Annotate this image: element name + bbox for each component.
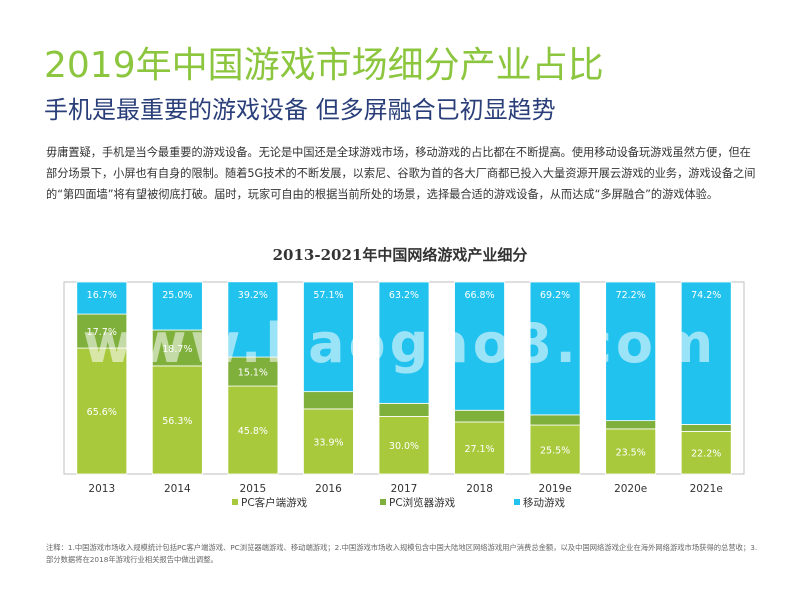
x-tick-label-2014: 2014 [164,483,191,495]
x-tick-label-2016: 2016 [315,483,342,495]
data-label-2-2014: 25.0% [162,290,192,301]
data-label-0-2020e: 23.5% [616,447,646,458]
bar-mobile-2021e [680,281,732,425]
chart-title: 2013-2021年中国网络游戏产业细分 [272,246,528,264]
x-tick-label-2015: 2015 [240,483,267,495]
bar-mobile-2017 [378,281,430,404]
x-tick-label-2021e: 2021e [690,483,723,495]
intro-paragraph: 毋庸置疑，手机是当今最重要的游戏设备。无论是中国还是全球游戏市场，移动游戏的占比… [46,146,756,201]
bar-pc-browser-2014 [151,329,203,367]
legend-swatch-0 [232,499,238,505]
legend-label-0: PC客户端游戏 [241,496,308,509]
bar-mobile-2018 [454,281,505,411]
x-tick-label-2020e: 2020e [614,483,647,495]
x-tick-label-2017: 2017 [391,483,418,495]
bar-pc-browser-2020e [605,420,657,430]
x-tick-label-2019e: 2019e [539,483,572,495]
data-label-2-2016: 57.1% [313,290,343,301]
data-label-2-2017: 63.2% [389,290,419,301]
legend-label-1: PC浏览器游戏 [389,496,456,509]
data-label-0-2016: 33.9% [313,437,343,448]
bar-pc-client-2017 [378,415,430,475]
bar-pc-browser-2015 [227,356,279,387]
bar-mobile-2014 [151,281,203,331]
data-label-0-2021e: 22.2% [691,449,721,460]
bar-mobile-2020e [605,281,657,422]
bar-pc-client-2015 [227,385,279,475]
bar-mobile-2019e [529,281,581,416]
bar-mobile-2015 [227,281,279,358]
data-label-2-2018: 66.8% [464,290,494,301]
page-title: 2019年中国游戏市场细分产业占比 [44,45,604,86]
data-label-0-2019e: 25.5% [540,446,570,457]
data-label-2-2019e: 69.2% [540,290,570,301]
legend-label-2: 移动游戏 [523,496,565,509]
data-label-2-2013: 16.7% [87,290,117,301]
data-label-2-2020e: 72.2% [616,290,646,301]
data-label-0-2015: 45.8% [238,426,268,437]
bar-pc-browser-2017 [378,402,430,417]
bar-mobile-2013 [76,281,128,315]
data-label-0-2017: 30.0% [389,441,419,452]
data-label-2-2015: 39.2% [238,290,268,301]
page-subtitle: 手机是最重要的游戏设备 但多屏融合已初显趋势 [44,96,556,124]
data-label-0-2018: 27.1% [464,444,494,455]
bar-pc-browser-2013 [76,313,128,349]
data-label-1-2015: 15.1% [238,368,268,379]
data-label-0-2013: 65.6% [87,407,117,418]
bar-pc-client-2016 [303,408,354,475]
data-label-1-2013: 17.7% [87,327,117,338]
bar-pc-browser-2021e [680,424,732,432]
data-label-0-2014: 56.3% [162,416,192,427]
bar-pc-client-2018 [454,421,505,475]
legend-swatch-1 [380,499,386,505]
footnote: 注释：1.中国游戏市场收入规模统计包括PC客户端游戏、PC浏览器端游戏、移动端游… [46,543,758,564]
x-tick-label-2013: 2013 [88,483,115,495]
data-label-2-2021e: 74.2% [691,290,721,301]
bar-pc-browser-2018 [454,409,505,423]
bar-mobile-2016 [303,281,354,393]
bar-pc-client-2013 [76,347,128,475]
bar-pc-client-2019e [529,424,581,475]
legend-swatch-2 [514,499,520,505]
data-label-1-2014: 18.7% [162,344,192,355]
bar-pc-browser-2016 [303,391,354,410]
x-tick-label-2018: 2018 [466,483,493,495]
bar-pc-browser-2019e [529,414,581,426]
bar-pc-client-2014 [151,365,203,475]
